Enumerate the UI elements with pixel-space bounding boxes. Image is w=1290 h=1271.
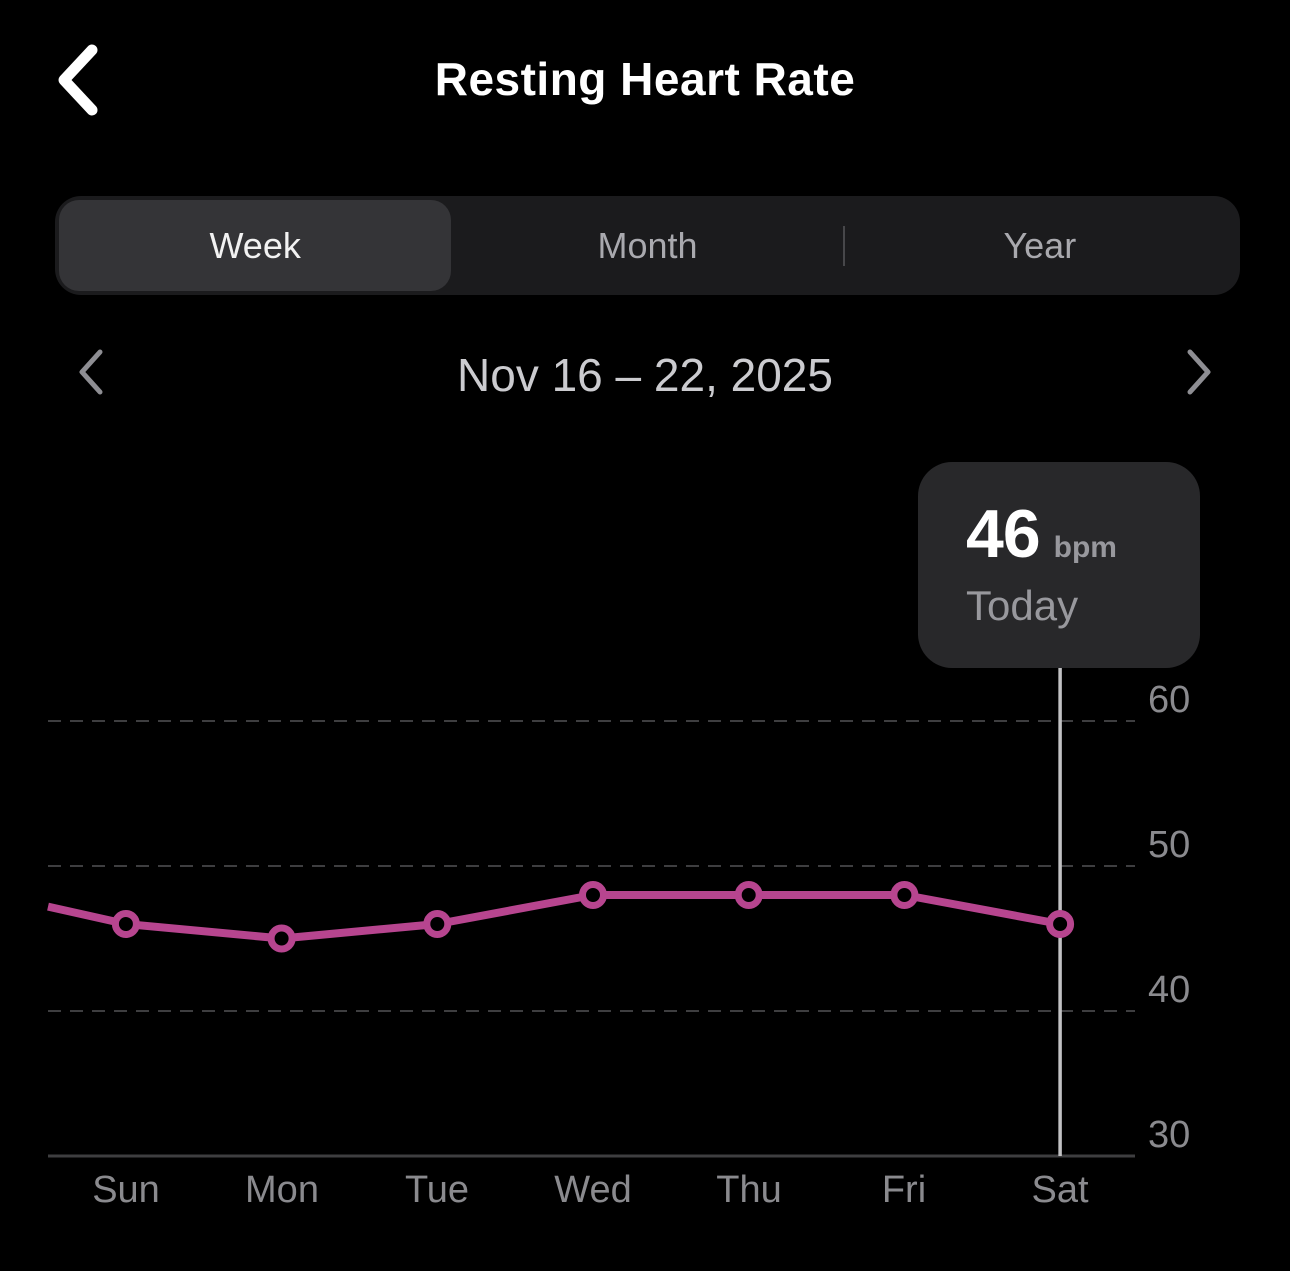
x-axis-label-sat: Sat [1031,1169,1089,1211]
x-axis-label-tue: Tue [404,1169,470,1211]
next-week-button[interactable] [1162,336,1232,408]
chevron-left-icon [79,349,103,395]
previous-week-button[interactable] [58,336,128,408]
date-navigation: Nov 16 – 22, 2025 [0,336,1290,408]
data-point-fri[interactable] [890,881,919,909]
header: Resting Heart Rate [0,0,1290,150]
x-axis-label-wed: Wed [554,1169,632,1211]
tab-year[interactable]: Year [844,200,1236,291]
date-range-label: Nov 16 – 22, 2025 [457,349,833,401]
x-axis-label-fri: Fri [881,1169,927,1211]
x-axis-label-sun: Sun [92,1169,160,1211]
back-button[interactable] [48,38,118,122]
range-segmented-control: Week Month Year [55,196,1240,295]
tooltip-unit: bpm [1053,531,1117,564]
tooltip-value: 46 [966,496,1041,572]
page-title: Resting Heart Rate [434,53,856,105]
chevron-left-icon [58,44,98,116]
data-point-tue[interactable] [423,910,452,938]
data-point-wed[interactable] [579,881,607,909]
tab-month[interactable]: Month [451,200,843,291]
tooltip-day-label: Today [966,582,1079,629]
tab-week[interactable]: Week [59,200,452,291]
y-axis-tick: 60 [1148,679,1191,721]
y-axis-tick: 50 [1148,824,1191,866]
chevron-right-icon [1187,349,1211,395]
y-axis-tick: 40 [1148,969,1191,1011]
x-axis-label-thu: Thu [716,1169,782,1211]
data-point-sat[interactable] [1046,910,1075,938]
segment-divider [843,225,845,266]
heart-rate-line [47,891,1061,943]
y-axis-tick: 30 [1148,1114,1191,1156]
data-point-sun[interactable] [111,910,140,938]
selected-point-tooltip: 46 bpm Today [918,462,1200,668]
data-point-mon[interactable] [267,924,296,953]
tooltip-value-row: 46 bpm [966,496,1200,572]
data-point-thu[interactable] [734,881,763,909]
x-axis-label-mon: Mon [245,1169,319,1211]
